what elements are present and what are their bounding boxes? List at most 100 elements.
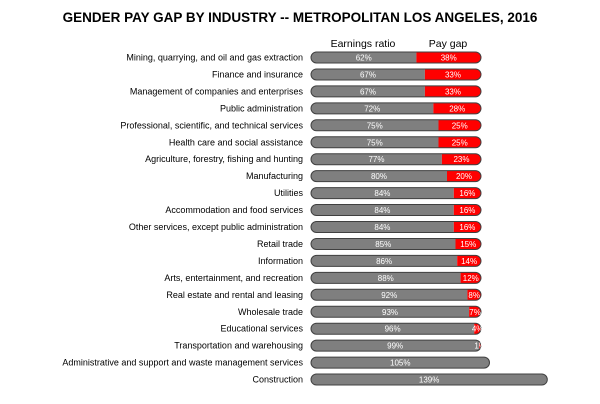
earnings-ratio-bar (311, 187, 454, 199)
pay-gap-label: 15% (460, 240, 476, 249)
bar-group (311, 204, 481, 216)
pay-gap-bar (453, 204, 481, 216)
bar-group (311, 221, 481, 233)
earnings-ratio-bar (311, 238, 456, 250)
category-label: Manufacturing (246, 171, 303, 181)
category-label: Arts, entertainment, and recreation (164, 273, 303, 283)
pay-gap-bar (479, 340, 481, 352)
pay-gap-label: 25% (452, 138, 468, 147)
category-label: Utilities (274, 188, 304, 198)
bar-group (311, 272, 481, 284)
bar-group (311, 187, 481, 199)
earnings-ratio-bar (311, 204, 454, 216)
bar-outline (310, 102, 482, 115)
earnings-ratio-bar (311, 136, 439, 148)
category-label: Public administration (220, 103, 303, 113)
pay-gap-label: 28% (449, 104, 465, 113)
category-label: Transportation and warehousing (174, 341, 303, 351)
bar-group (311, 306, 481, 318)
earnings-ratio-label: 105% (390, 359, 410, 368)
pay-gap-label: 25% (452, 121, 468, 130)
pay-gap-label: 7% (469, 308, 481, 317)
category-label: Educational services (220, 324, 303, 334)
pay-gap-bar (455, 238, 481, 250)
pay-gap-bar (416, 52, 481, 63)
bar-outline (310, 170, 482, 183)
pay-gap-label: 38% (441, 54, 457, 63)
pay-gap-bar (447, 170, 481, 182)
earnings-ratio-label: 86% (376, 257, 392, 266)
pay-gap-label: 1% (474, 342, 486, 351)
earnings-ratio-label: 77% (368, 155, 384, 164)
pay-gap-bar (453, 187, 481, 199)
category-label: Real estate and rental and leasing (166, 290, 303, 300)
bar-group (311, 170, 481, 182)
pay-gap-bar (438, 136, 481, 148)
bar-outline (310, 187, 482, 200)
earnings-ratio-label: 139% (419, 376, 439, 385)
pay-gap-label: 16% (459, 223, 475, 232)
earnings-ratio-bar (311, 119, 439, 131)
pay-gap-bar (424, 85, 481, 97)
earnings-ratio-bar (311, 357, 490, 369)
pay-gap-bar (467, 289, 481, 301)
category-label: Information (258, 256, 303, 266)
category-label: Finance and insurance (212, 69, 303, 79)
earnings-ratio-bar (311, 289, 468, 301)
bar-outline (310, 221, 482, 233)
pay-gap-bar (469, 306, 481, 318)
bar-outline (310, 373, 548, 386)
pay-gap-label: 8% (468, 291, 480, 300)
earnings-ratio-bar (311, 374, 548, 386)
bar-outline (310, 356, 490, 369)
bar-outline (310, 237, 482, 250)
bar-group (311, 374, 548, 386)
earnings-ratio-label: 67% (360, 87, 376, 96)
earnings-ratio-label: 67% (360, 70, 376, 79)
pay-gap-header: Pay gap (429, 38, 468, 50)
bar-group (311, 357, 490, 369)
pay-gap-bar (453, 221, 481, 233)
bar-group (311, 255, 481, 267)
pay-gap-bar (441, 153, 481, 165)
earnings-ratio-bar (311, 85, 425, 97)
bar-group (311, 238, 481, 250)
pay-gap-bar (433, 102, 481, 114)
bar-outline (310, 68, 482, 81)
earnings-ratio-label: 88% (378, 274, 394, 283)
earnings-ratio-bar (311, 170, 447, 182)
bar-outline (310, 288, 482, 301)
pay-gap-label: 14% (461, 257, 477, 266)
pay-gap-label: 33% (445, 70, 461, 79)
bar-outline (310, 305, 482, 318)
earnings-ratio-bar (311, 272, 461, 284)
bar-outline (310, 51, 482, 64)
bar-outline (310, 339, 482, 352)
earnings-ratio-bar (311, 153, 442, 165)
pay-gap-label: 4% (472, 325, 484, 334)
bar-outline (310, 254, 482, 267)
bar-group (311, 102, 481, 114)
earnings-ratio-bar (311, 255, 458, 267)
bar-group (311, 52, 481, 63)
category-label: Agriculture, forestry, fishing and hunti… (145, 154, 303, 164)
bar-group (311, 119, 481, 131)
earnings-ratio-label: 96% (385, 325, 401, 334)
earnings-ratio-label: 93% (382, 308, 398, 317)
chart-title: GENDER PAY GAP BY INDUSTRY -- METROPOLIT… (63, 10, 538, 25)
earnings-ratio-bar (311, 68, 425, 80)
pay-gap-label: 16% (459, 189, 475, 198)
pay-gap-bar (474, 323, 481, 335)
bar-group (311, 340, 481, 352)
earnings-ratio-label: 92% (381, 291, 397, 300)
pay-gap-bar (457, 255, 481, 267)
earnings-ratio-bar (311, 221, 454, 233)
bar-group (311, 68, 481, 80)
bar-outline (310, 136, 482, 149)
bar-outline (310, 271, 482, 284)
pay-gap-label: 33% (445, 87, 461, 96)
pay-gap-label: 20% (456, 172, 472, 181)
pay-gap-label: 23% (453, 155, 469, 164)
